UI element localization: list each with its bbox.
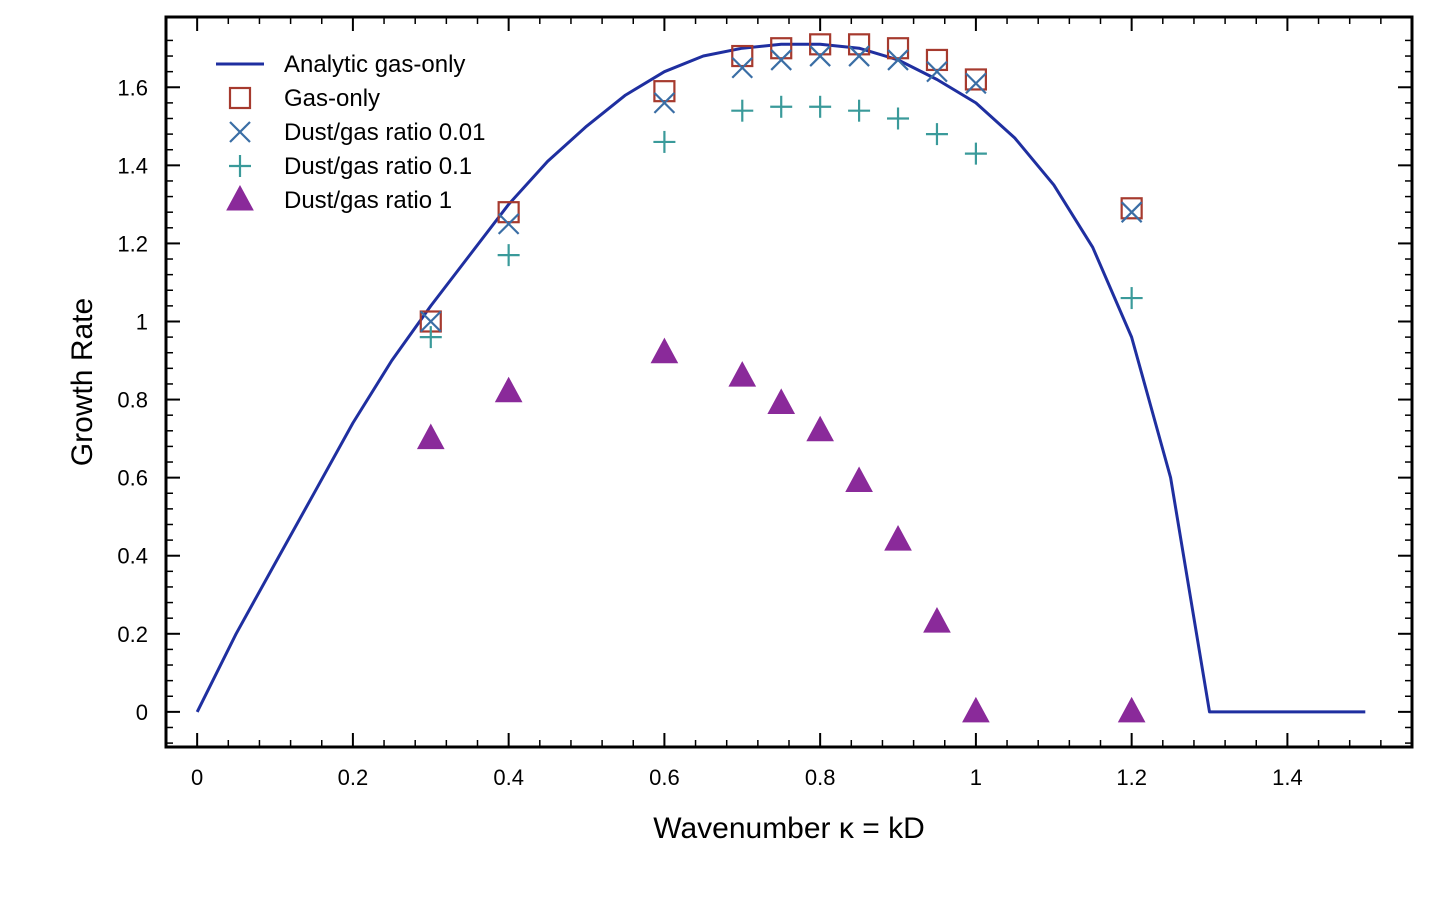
data-point-dust-gas-ratio-0-01 [809, 45, 831, 67]
data-point-dust-gas-ratio-0-1 [497, 244, 520, 267]
data-point-gas-only [809, 33, 832, 56]
data-point-dust-gas-ratio-0-01-stroke [419, 310, 442, 333]
data-point-gas-only [925, 48, 949, 72]
x-tick-label: 0.8 [805, 765, 836, 790]
data-point-dust-gas-ratio-1 [884, 525, 912, 551]
y-tick-label: 0.8 [117, 388, 148, 413]
x-tick-label: 1.4 [1272, 765, 1303, 790]
legend-label: Dust/gas ratio 0.01 [284, 119, 485, 146]
data-point-dust-gas-ratio-0-01 [848, 45, 870, 67]
data-point-dust-gas-ratio-0-1 [731, 99, 754, 122]
data-point-dust-gas-ratio-0-1 [653, 130, 676, 153]
data-point-dust-gas-ratio-1 [416, 423, 445, 450]
series-layer [195, 33, 1366, 723]
data-point-gas-only [770, 37, 793, 60]
data-point-dust-gas-ratio-0-01 [926, 60, 948, 83]
data-point-dust-gas-ratio-0-1 [419, 326, 442, 349]
data-point-dust-gas-ratio-1 [494, 376, 523, 403]
x-tick-label: 1.2 [1116, 765, 1147, 790]
legend-marker-swatch [229, 121, 251, 143]
data-point-gas-only [886, 37, 910, 60]
x-axis-title: Wavenumber κ = kD [653, 812, 924, 845]
data-point-dust-gas-ratio-0-1 [1120, 287, 1143, 310]
data-point-dust-gas-ratio-0-1 [848, 99, 871, 122]
legend-item: Dust/gas ratio 0.1 [229, 153, 472, 180]
legend-label: Analytic gas-only [284, 51, 465, 78]
data-point-dust-gas-ratio-0-01-stroke [887, 49, 909, 71]
y-tick-label: 1.4 [117, 153, 148, 178]
data-point-dust-gas-ratio-1 [845, 466, 873, 493]
legend-label: Dust/gas ratio 0.1 [284, 153, 472, 180]
series-gas-only [419, 33, 1143, 333]
y-tick-label: 1 [136, 309, 148, 334]
data-point-dust-gas-ratio-0-1 [887, 107, 910, 130]
data-point-dust-gas-ratio-0-01-stroke [653, 92, 676, 114]
y-axis-ticks: 0 0.2 0.4 0.6 0.8 1 1.2 1.4 1.6 [117, 39, 1412, 744]
data-point-dust-gas-ratio-0-01-stroke [770, 49, 792, 71]
data-point-dust-gas-ratio-0-01-stroke [809, 45, 831, 67]
legend-marker-swatch [226, 184, 254, 211]
x-tick-label: 1 [970, 765, 982, 790]
data-point-dust-gas-ratio-1 [923, 607, 951, 633]
data-point-dust-gas-ratio-1 [806, 415, 834, 442]
data-point-dust-gas-ratio-0-01-stroke [731, 56, 754, 79]
data-point-dust-gas-ratio-0-01 [1120, 201, 1143, 223]
x-tick-label: 0.6 [649, 765, 680, 790]
data-point-dust-gas-ratio-1 [728, 361, 757, 387]
legend-label: Dust/gas ratio 1 [284, 187, 452, 214]
data-point-dust-gas-ratio-0-01-stroke [965, 72, 987, 95]
data-point-dust-gas-ratio-0-01 [770, 49, 792, 71]
legend-item: Dust/gas ratio 1 [226, 184, 452, 214]
x-tick-label: 0.2 [338, 765, 369, 790]
x-axis-ticks: 0 0.2 0.4 0.6 0.8 1 1.2 1.4 [165, 17, 1382, 790]
legend-item: Analytic gas-only [216, 51, 465, 78]
legend-marker-swatch [229, 155, 251, 177]
data-point-dust-gas-ratio-0-01-stroke [1120, 201, 1143, 223]
series-line-analytic-gas-only [195, 42, 1366, 714]
y-tick-label: 1.2 [117, 231, 148, 256]
data-point-dust-gas-ratio-0-01-stroke [497, 213, 520, 235]
data-point-gas-only [1120, 197, 1143, 220]
series-dust-gas-ratio-0-1 [419, 95, 1143, 349]
data-point-dust-gas-ratio-0-01 [653, 92, 676, 114]
legend-marker-swatch-stroke [229, 121, 251, 143]
data-point-dust-gas-ratio-1 [962, 696, 990, 723]
data-point-dust-gas-ratio-0-01 [497, 213, 520, 235]
data-point-gas-only [497, 201, 520, 224]
y-tick-label: 0 [136, 700, 148, 725]
series-analytic-gas-only [195, 42, 1366, 714]
legend: Analytic gas-only Gas-only Dust/gas ratio … [216, 51, 485, 214]
data-point-dust-gas-ratio-1 [650, 337, 679, 364]
data-point-dust-gas-ratio-1 [1117, 696, 1146, 723]
series-dust-gas-ratio-0-01 [419, 45, 1143, 333]
y-tick-label: 0.4 [117, 544, 148, 569]
data-point-gas-only [964, 68, 988, 91]
data-point-dust-gas-ratio-0-1 [925, 123, 948, 146]
legend-item: Dust/gas ratio 0.01 [229, 119, 485, 146]
data-point-dust-gas-ratio-0-01-stroke [926, 60, 948, 83]
data-point-gas-only [847, 33, 871, 56]
x-tick-label: 0.4 [493, 765, 524, 790]
y-tick-label: 0.2 [117, 622, 148, 647]
data-point-gas-only [731, 44, 754, 68]
y-tick-label: 0.6 [117, 466, 148, 491]
x-tick-label: 0 [191, 765, 203, 790]
data-point-dust-gas-ratio-0-1 [770, 95, 793, 118]
y-axis-title: Growth Rate [66, 298, 99, 466]
legend-item: Gas-only [228, 85, 380, 112]
data-point-dust-gas-ratio-0-1 [809, 95, 832, 118]
legend-label: Gas-only [284, 85, 380, 112]
data-point-dust-gas-ratio-0-01 [887, 49, 909, 71]
legend-marker-swatch [228, 86, 252, 110]
data-point-dust-gas-ratio-0-1 [964, 142, 987, 165]
data-point-dust-gas-ratio-0-01 [731, 56, 754, 79]
data-point-dust-gas-ratio-0-01-stroke [848, 45, 870, 67]
data-point-dust-gas-ratio-1 [767, 388, 796, 414]
data-point-dust-gas-ratio-0-01 [965, 72, 987, 95]
data-point-gas-only [653, 80, 676, 103]
y-tick-label: 1.6 [117, 75, 148, 100]
series-dust-gas-ratio-1 [416, 337, 1146, 723]
data-point-dust-gas-ratio-0-01 [419, 310, 442, 333]
